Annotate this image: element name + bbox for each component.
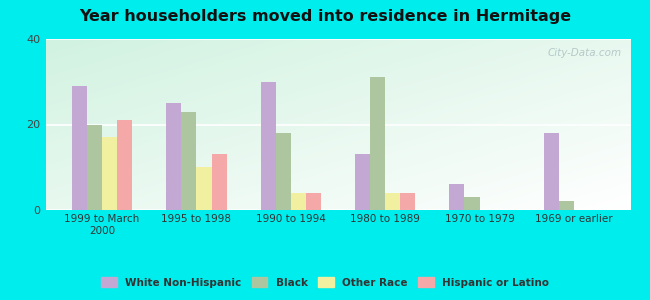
Bar [370, 77, 385, 210]
Bar [87, 124, 102, 210]
Text: City-Data.com: City-Data.com [547, 47, 621, 58]
Bar [196, 167, 211, 210]
Bar [559, 202, 574, 210]
Bar [261, 82, 276, 210]
Bar [306, 193, 321, 210]
Bar [355, 154, 370, 210]
Bar [400, 193, 415, 210]
Bar [449, 184, 465, 210]
Bar [102, 137, 117, 210]
Bar [465, 197, 480, 210]
Bar [72, 86, 87, 210]
Bar [276, 133, 291, 210]
Bar [291, 193, 306, 210]
Bar [543, 133, 559, 210]
Bar [385, 193, 400, 210]
Legend: White Non-Hispanic, Black, Other Race, Hispanic or Latino: White Non-Hispanic, Black, Other Race, H… [97, 273, 553, 292]
Text: Year householders moved into residence in Hermitage: Year householders moved into residence i… [79, 9, 571, 24]
Bar [181, 112, 196, 210]
Bar [211, 154, 227, 210]
Bar [166, 103, 181, 210]
Bar [117, 120, 133, 210]
